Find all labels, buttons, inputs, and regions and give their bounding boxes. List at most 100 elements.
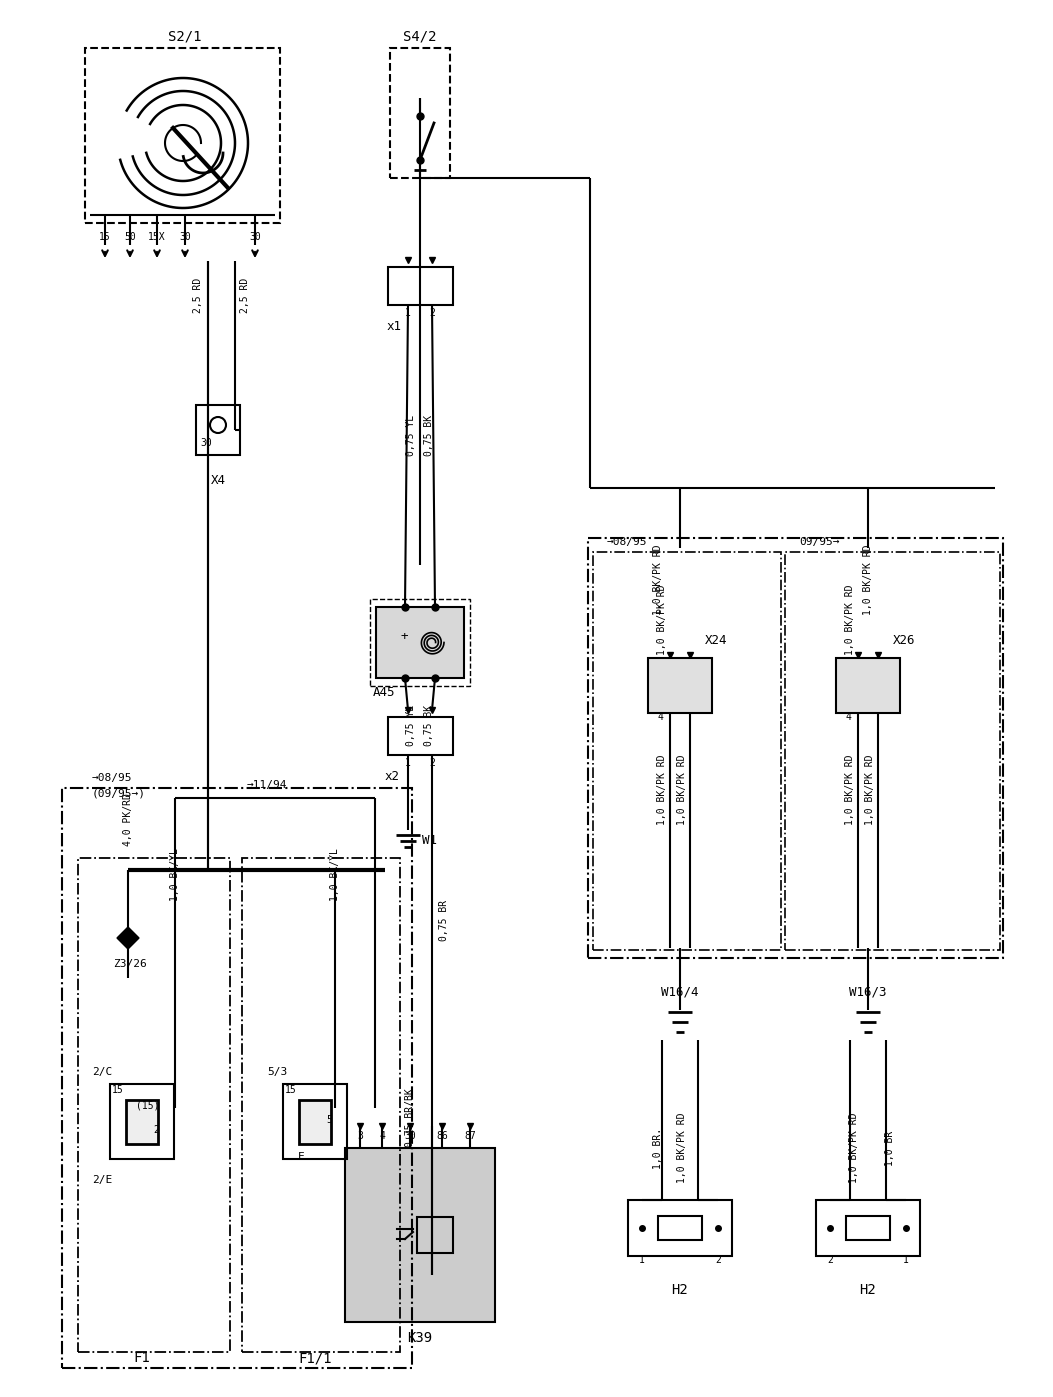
Text: 15: 15 — [112, 1085, 124, 1095]
Bar — [242, 858, 400, 1352]
Text: 86: 86 — [436, 1132, 448, 1141]
Polygon shape — [117, 928, 139, 949]
Text: 2/C: 2/C — [92, 1067, 112, 1077]
Text: 1,0 BK/PK RD: 1,0 BK/PK RD — [677, 1113, 687, 1183]
Text: 2: 2 — [153, 1125, 159, 1134]
Text: 15: 15 — [285, 1085, 297, 1095]
Text: S2/1: S2/1 — [168, 29, 202, 43]
Text: 1,0 BK/YL: 1,0 BK/YL — [170, 848, 180, 901]
Text: 30: 30 — [200, 439, 212, 448]
Bar — [388, 267, 453, 305]
Bar — [628, 1200, 732, 1256]
Bar — [658, 1215, 702, 1241]
Text: 1,0 BK/PK RD: 1,0 BK/PK RD — [653, 545, 663, 615]
Text: W1: W1 — [422, 834, 437, 847]
Text: X26: X26 — [893, 633, 915, 647]
Bar — [345, 1148, 495, 1322]
Text: W16/4: W16/4 — [661, 985, 699, 999]
Bar — [417, 1217, 453, 1253]
Text: →08/95: →08/95 — [92, 773, 133, 782]
Text: 1,0 BK/PK RD: 1,0 BK/PK RD — [863, 545, 873, 615]
Text: 1,0 BK/PK RD: 1,0 BK/PK RD — [845, 754, 855, 826]
Text: 5/3: 5/3 — [266, 1067, 287, 1077]
Text: 4: 4 — [846, 712, 851, 722]
Text: 0,75 BR: 0,75 BR — [439, 900, 449, 940]
Text: 4,0 PK/RD: 4,0 PK/RD — [123, 793, 133, 847]
Text: 1,0 BK/YL: 1,0 BK/YL — [330, 848, 340, 901]
Text: 4: 4 — [657, 712, 663, 722]
Bar — [299, 1099, 331, 1144]
Text: 1: 1 — [903, 1255, 909, 1266]
Bar — [376, 608, 464, 678]
Text: 1,0 BK/PK RD: 1,0 BK/PK RD — [849, 1113, 859, 1183]
Bar — [78, 858, 230, 1352]
Text: 2,5 RD: 2,5 RD — [193, 278, 203, 313]
Text: 09/95→: 09/95→ — [799, 536, 839, 548]
Text: 1,0 BK/PK RD: 1,0 BK/PK RD — [677, 754, 687, 826]
Bar — [836, 658, 900, 712]
Bar — [648, 658, 712, 712]
Text: 1,0 BK/PK RD: 1,0 BK/PK RD — [657, 585, 667, 655]
Text: K39: K39 — [408, 1331, 433, 1345]
Text: 4: 4 — [379, 1132, 385, 1141]
Text: x2: x2 — [384, 771, 399, 784]
Text: 87: 87 — [464, 1132, 476, 1141]
Text: 1,0 BR: 1,0 BR — [885, 1130, 895, 1165]
Text: 0,75 BR/BK: 0,75 BR/BK — [405, 1088, 415, 1147]
Text: (09/95→): (09/95→) — [92, 789, 146, 799]
Text: +: + — [400, 630, 408, 643]
Text: 1,0 BK/PK RD: 1,0 BK/PK RD — [845, 585, 855, 655]
Text: 0,75 BK: 0,75 BK — [424, 415, 434, 455]
Bar — [62, 788, 412, 1368]
Text: X4: X4 — [211, 474, 225, 486]
Text: →08/95: →08/95 — [607, 536, 648, 548]
Text: E: E — [298, 1153, 304, 1162]
Text: 1: 1 — [639, 1255, 644, 1266]
Text: X24: X24 — [706, 633, 728, 647]
Text: 2: 2 — [429, 307, 435, 319]
Text: 1,0 BK/PK RD: 1,0 BK/PK RD — [865, 754, 875, 826]
Text: 30: 30 — [404, 1132, 416, 1141]
Bar — [126, 1099, 158, 1144]
Text: Z3/26: Z3/26 — [113, 958, 146, 970]
Text: A45: A45 — [373, 686, 395, 698]
Text: H2: H2 — [672, 1282, 689, 1296]
Bar — [816, 1200, 920, 1256]
Text: 0,75 BK: 0,75 BK — [424, 704, 434, 746]
Text: (15): (15) — [136, 1101, 160, 1111]
Bar — [370, 599, 470, 686]
Text: 30: 30 — [179, 232, 191, 242]
Text: 0,75 YL: 0,75 YL — [406, 415, 416, 455]
Text: 2/E: 2/E — [92, 1175, 112, 1185]
Text: 1,0 BK/PK RD: 1,0 BK/PK RD — [657, 754, 667, 826]
Bar — [283, 1084, 347, 1160]
Text: F1: F1 — [134, 1351, 151, 1365]
Text: 2: 2 — [715, 1255, 721, 1266]
Text: 2: 2 — [429, 759, 435, 768]
Text: x1: x1 — [386, 320, 401, 334]
Text: 15: 15 — [99, 232, 111, 242]
Bar — [593, 552, 781, 950]
Text: →11/94: →11/94 — [247, 780, 287, 789]
Text: 1: 1 — [405, 307, 411, 319]
Bar — [196, 405, 240, 455]
Bar — [85, 47, 280, 224]
Bar — [784, 552, 1000, 950]
Text: 0,75 YL: 0,75 YL — [406, 704, 416, 746]
Text: 5: 5 — [326, 1115, 332, 1125]
Text: 1: 1 — [405, 759, 411, 768]
Text: 2,5 RD: 2,5 RD — [240, 278, 250, 313]
Bar — [588, 538, 1004, 958]
Bar — [110, 1084, 174, 1160]
Text: 2: 2 — [827, 1255, 833, 1266]
Text: W16/3: W16/3 — [850, 985, 887, 999]
Text: H2: H2 — [859, 1282, 876, 1296]
Bar — [846, 1215, 890, 1241]
Text: 50: 50 — [124, 232, 136, 242]
Text: 15X: 15X — [148, 232, 165, 242]
Bar — [388, 717, 453, 754]
Text: S4/2: S4/2 — [403, 29, 437, 43]
Text: 3: 3 — [357, 1132, 363, 1141]
Bar — [390, 47, 450, 177]
Text: 1,0 BR.: 1,0 BR. — [653, 1127, 663, 1168]
